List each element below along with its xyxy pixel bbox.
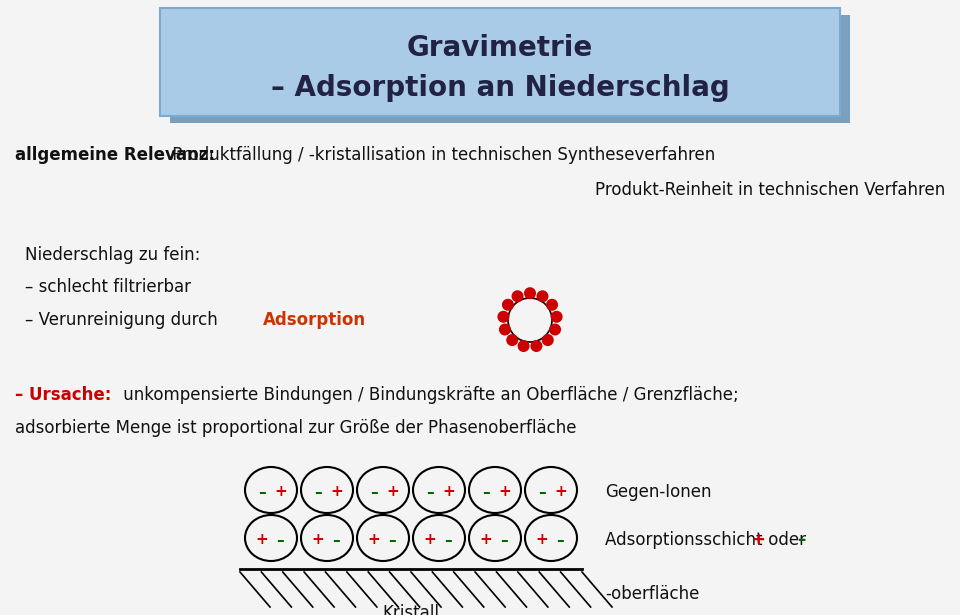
Text: –: – bbox=[389, 533, 396, 547]
Text: +: + bbox=[536, 533, 548, 547]
Text: –: – bbox=[314, 485, 322, 499]
Circle shape bbox=[546, 299, 558, 311]
Text: – Adsorption an Niederschlag: – Adsorption an Niederschlag bbox=[271, 74, 730, 102]
Circle shape bbox=[531, 340, 542, 352]
Circle shape bbox=[551, 311, 563, 323]
Text: – Verunreinigung durch: – Verunreinigung durch bbox=[25, 311, 223, 329]
Text: +: + bbox=[386, 485, 398, 499]
Text: –: – bbox=[258, 485, 266, 499]
Text: +: + bbox=[274, 485, 287, 499]
Text: -oberfläche: -oberfläche bbox=[605, 585, 700, 603]
Circle shape bbox=[524, 287, 536, 300]
Text: Adsorption: Adsorption bbox=[263, 311, 366, 329]
FancyBboxPatch shape bbox=[170, 15, 850, 123]
FancyBboxPatch shape bbox=[160, 8, 840, 116]
Text: –: – bbox=[482, 485, 490, 499]
Text: +: + bbox=[311, 533, 324, 547]
Circle shape bbox=[541, 334, 554, 346]
Text: Niederschlag zu fein:: Niederschlag zu fein: bbox=[25, 246, 201, 264]
Text: adsorbierte Menge ist proportional zur Größe der Phasenoberfläche: adsorbierte Menge ist proportional zur G… bbox=[15, 419, 577, 437]
Text: +: + bbox=[255, 533, 268, 547]
Text: –: – bbox=[444, 533, 452, 547]
Text: +: + bbox=[330, 485, 343, 499]
Text: Produkt-Reinheit in technischen Verfahren: Produkt-Reinheit in technischen Verfahre… bbox=[595, 181, 945, 199]
Circle shape bbox=[506, 334, 518, 346]
Text: Produktfällung / -kristallisation in technischen Syntheseverfahren: Produktfällung / -kristallisation in tec… bbox=[167, 146, 715, 164]
Text: +: + bbox=[498, 485, 511, 499]
Text: unkompensierte Bindungen / Bindungskräfte an Oberfläche / Grenzfläche;: unkompensierte Bindungen / Bindungskräft… bbox=[118, 386, 739, 404]
Text: allgemeine Relevanz:: allgemeine Relevanz: bbox=[15, 146, 215, 164]
Circle shape bbox=[512, 290, 523, 302]
Text: – Ursache:: – Ursache: bbox=[15, 386, 111, 404]
Text: +: + bbox=[368, 533, 380, 547]
Text: –: – bbox=[276, 533, 284, 547]
Text: +: + bbox=[751, 531, 765, 549]
Text: +: + bbox=[442, 485, 455, 499]
Circle shape bbox=[497, 311, 510, 323]
Text: +: + bbox=[554, 485, 566, 499]
Circle shape bbox=[537, 290, 548, 302]
Text: +: + bbox=[479, 533, 492, 547]
Circle shape bbox=[549, 323, 561, 336]
Text: Gegen-Ionen: Gegen-Ionen bbox=[605, 483, 711, 501]
Text: –: – bbox=[426, 485, 434, 499]
Text: Kristall: Kristall bbox=[382, 604, 440, 615]
Text: –: – bbox=[370, 485, 377, 499]
Text: Adsorptionsschicht: Adsorptionsschicht bbox=[605, 531, 768, 549]
Circle shape bbox=[517, 340, 530, 352]
Text: –: – bbox=[538, 485, 545, 499]
Text: –: – bbox=[332, 533, 340, 547]
Text: oder: oder bbox=[763, 531, 811, 549]
Text: – schlecht filtrierbar: – schlecht filtrierbar bbox=[25, 278, 191, 296]
Text: –: – bbox=[500, 533, 508, 547]
Text: Gravimetrie: Gravimetrie bbox=[407, 34, 593, 62]
Circle shape bbox=[502, 299, 514, 311]
Circle shape bbox=[499, 323, 511, 336]
Text: +: + bbox=[423, 533, 436, 547]
Text: –: – bbox=[797, 531, 805, 549]
Text: –: – bbox=[557, 533, 564, 547]
